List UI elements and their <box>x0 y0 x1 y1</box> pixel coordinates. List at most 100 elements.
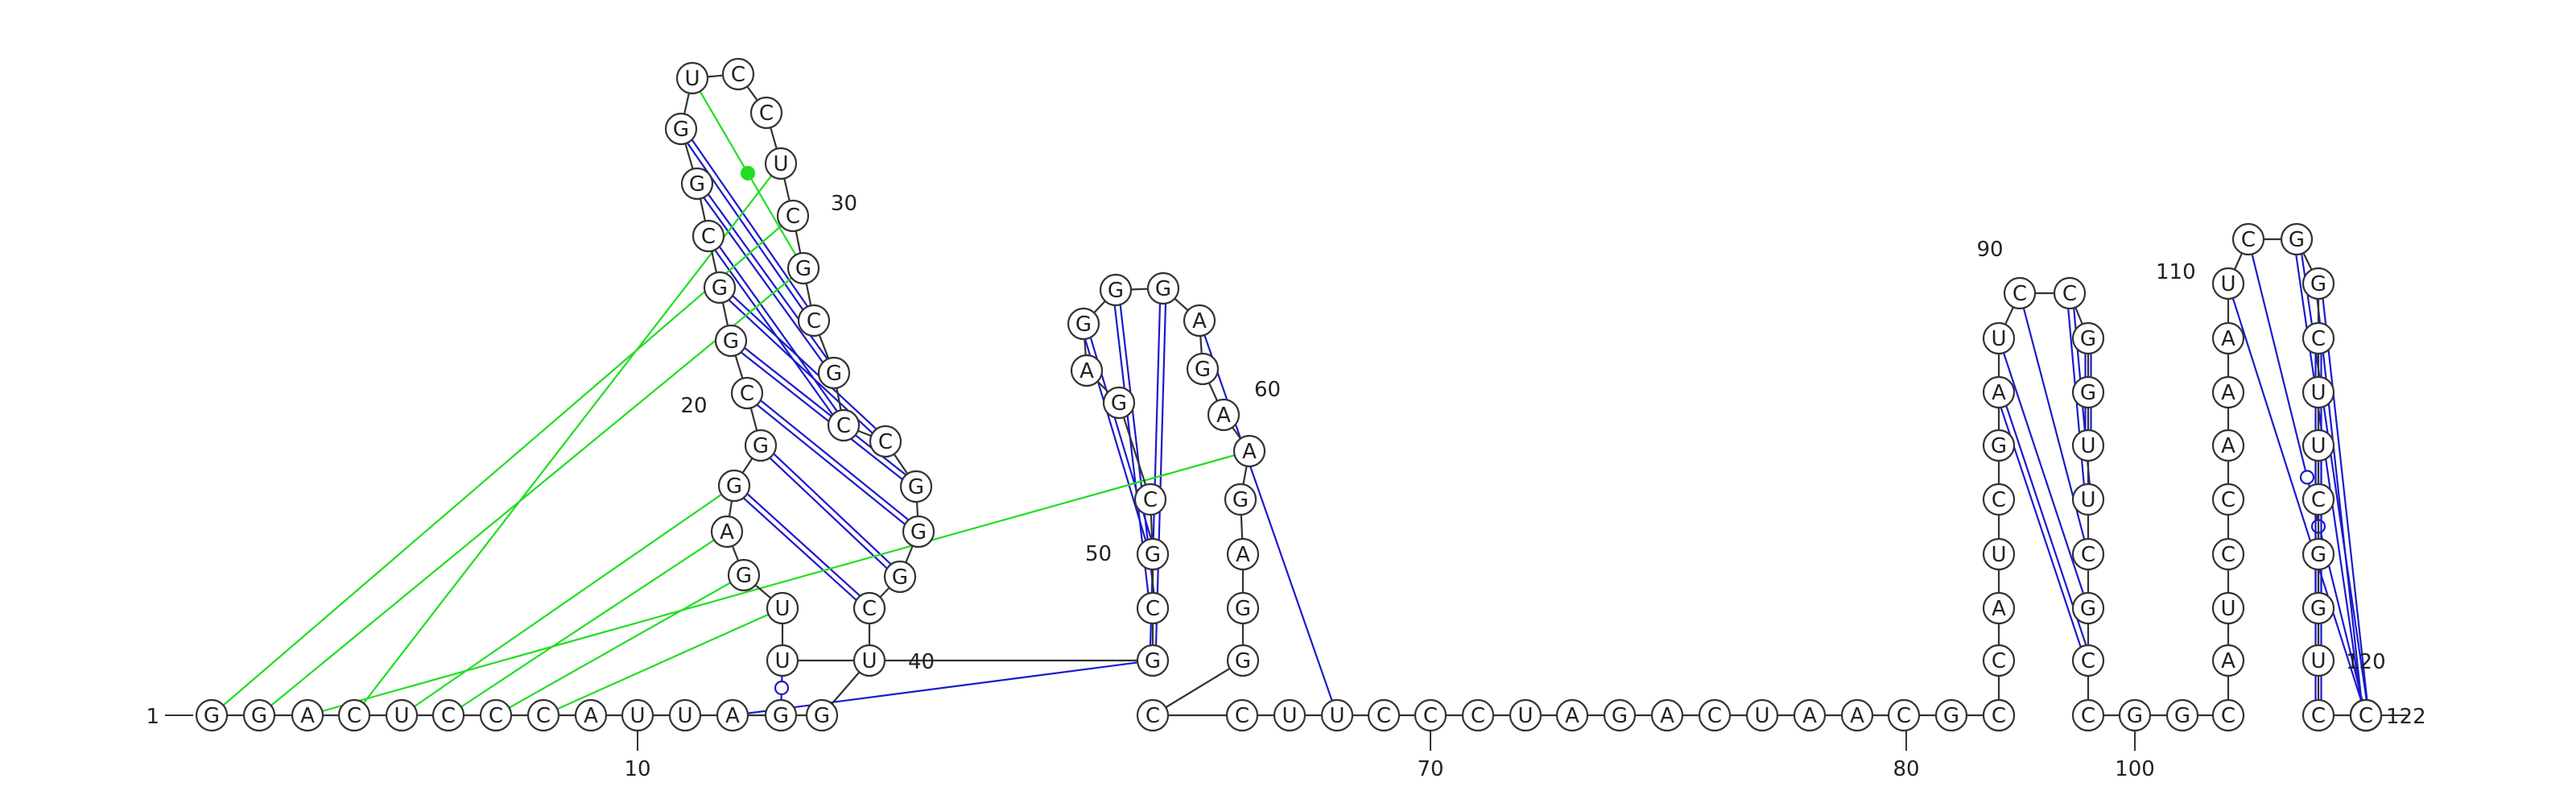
nucleotide-circle <box>621 698 654 732</box>
nucleotide-letter: U <box>2310 649 2326 673</box>
nucleotide-letter: C <box>2311 327 2326 351</box>
nucleotide-letter: C <box>2081 704 2095 728</box>
label-1: 1 <box>146 705 159 729</box>
nucleotide-circle <box>1982 375 2016 409</box>
nucleotide-circle <box>574 698 608 732</box>
nucleotide-circle <box>2211 698 2245 732</box>
nucleotide-circle <box>675 61 709 95</box>
nucleotide-50: G <box>1146 271 1180 305</box>
nucleotide-letter: G <box>736 564 752 588</box>
nucleotide-letter: U <box>1329 704 1344 728</box>
nucleotide-letter: A <box>725 704 740 728</box>
nucleotide-106: C <box>2231 222 2265 256</box>
nucleotide-letter: A <box>1802 704 1817 728</box>
pseudoknot-pair-line <box>448 531 728 716</box>
nucleotide-circle <box>2211 591 2245 625</box>
nucleotide-letter: A <box>1565 704 1579 728</box>
nucleotide-4: C <box>337 698 371 732</box>
nucleotide-circle <box>703 271 737 304</box>
nucleotide-letter: G <box>1612 704 1628 728</box>
nucleotide-letter: C <box>2311 488 2326 512</box>
nucleotide-34: G <box>714 324 748 358</box>
nucleotide-letter: C <box>2241 228 2256 252</box>
canonical-pair-line <box>745 394 918 535</box>
nucleotide-letter: C <box>1992 488 2006 512</box>
nucleotide-12: A <box>716 698 749 732</box>
nucleotide-58: G <box>1226 644 1260 677</box>
nucleotide-circle <box>2053 276 2087 310</box>
nucleotide-circle <box>1603 698 1637 732</box>
nucleotide-5: U <box>385 698 419 732</box>
nucleotide-letter: C <box>1423 704 1438 728</box>
nucleotide-21: C <box>827 408 861 442</box>
nucleotide-114: G <box>2301 591 2335 625</box>
nucleotide-letter: C <box>489 704 503 728</box>
nucleotide-circle <box>827 408 861 442</box>
nucleotide-circle <box>1934 698 1968 732</box>
nucleotide-circle <box>2003 276 2037 310</box>
nucleotide-37: G <box>717 469 751 503</box>
label-50: 50 <box>1085 542 1112 566</box>
nucleotide-circle <box>195 698 229 732</box>
nucleotide-circle <box>1982 537 2016 571</box>
nucleotide-circle <box>1509 698 1542 732</box>
nucleotide-letter: U <box>2310 434 2326 458</box>
nucleotide-letter: C <box>701 225 716 249</box>
nucleotide-letter: A <box>1236 543 1250 567</box>
nucleotide-circle <box>805 698 839 732</box>
nucleotide-letter: U <box>1517 704 1533 728</box>
nucleotide-circle <box>852 644 886 677</box>
nucleotide-circle <box>526 698 560 732</box>
nucleotide-letter: A <box>1242 440 1257 464</box>
nucleotide-letter: C <box>2221 543 2235 567</box>
nucleotide-52: G <box>1186 352 1220 386</box>
nucleotide-circle <box>1793 698 1827 732</box>
nucleotide-22: G <box>817 356 851 390</box>
pseudoknot-pair-line <box>401 485 735 716</box>
nucleotide-letter: C <box>786 205 800 229</box>
nucleotide-letter: A <box>2221 649 2235 673</box>
nucleotide-letter: G <box>1108 279 1124 303</box>
nucleotide-9: A <box>574 698 608 732</box>
nucleotide-89: U <box>2071 429 2105 462</box>
canonical-pair-line <box>2298 238 2370 715</box>
nucleotide-letter: U <box>630 704 645 728</box>
nucleotide-letter: C <box>862 597 877 621</box>
nucleotide-122: C <box>2349 698 2383 732</box>
label-40: 40 <box>908 650 935 674</box>
nucleotide-circle <box>2071 644 2105 677</box>
canonical-pair-line <box>2293 239 2364 716</box>
canonical-pair-line <box>729 342 915 490</box>
nucleotide-circle <box>1226 644 1260 677</box>
nucleotide-circle <box>744 429 778 462</box>
nucleotide-circle <box>2211 429 2245 462</box>
nucleotide-93: C <box>2071 644 2105 677</box>
pseudoknot-pair-line <box>211 215 794 716</box>
nucleotide-27: C <box>749 96 783 130</box>
nucleotide-circle <box>2071 537 2105 571</box>
nucleotide-letter: C <box>759 101 774 126</box>
nucleotide-circle <box>2301 429 2335 462</box>
nucleotide-circle <box>721 57 755 91</box>
nucleotide-26: U <box>764 147 798 180</box>
nucleotide-68: G <box>1603 698 1637 732</box>
nucleotide-43: C <box>1136 591 1170 625</box>
nucleotide-97: C <box>2211 698 2245 732</box>
nucleotide-circle <box>716 698 749 732</box>
pseudoknot-pair-line <box>543 607 783 717</box>
nucleotide-circle <box>2211 375 2245 409</box>
nucleotide-letter: A <box>1850 704 1864 728</box>
nucleotide-57: G <box>1226 591 1260 625</box>
nucleotide-letter: G <box>673 118 689 142</box>
canonical-pair-line <box>720 284 889 441</box>
nucleotide-letter: A <box>1192 309 1207 333</box>
nucleotide-letter: A <box>2221 434 2235 458</box>
nucleotide-letter: G <box>1235 649 1251 673</box>
nucleotide-circle <box>902 515 935 549</box>
nucleotide-letter: G <box>2127 704 2143 728</box>
nucleotide-letter: G <box>2080 597 2096 621</box>
nucleotide-13: G <box>764 698 798 732</box>
nucleotide-letter: A <box>2221 381 2235 405</box>
nucleotide-letter: C <box>1235 704 1249 728</box>
nucleotide-7: C <box>479 698 513 732</box>
